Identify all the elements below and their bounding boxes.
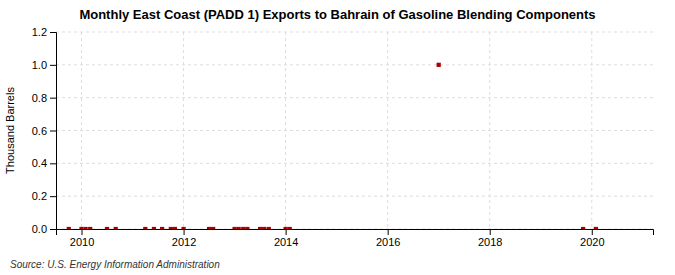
x-tick-mark (592, 229, 593, 235)
x-tick-mark (82, 229, 83, 235)
point (67, 227, 71, 229)
x-axis: 2010 2012 2014 2016 2018 2020 (57, 229, 654, 248)
x-tick: 2020 (580, 229, 604, 248)
y-tick-mark (50, 98, 56, 99)
grid-line-y (56, 64, 653, 65)
y-tick: 1.0 (32, 59, 56, 71)
grid-line-x (183, 32, 184, 229)
y-tick-mark (50, 229, 56, 230)
x-tick-mark (286, 229, 287, 235)
point (105, 227, 109, 229)
point (237, 227, 241, 229)
point (211, 227, 215, 229)
point (169, 227, 173, 229)
point (258, 227, 262, 229)
chart-svg: 2010 2012 2014 2016 2018 2020 0.0 0.2 0.4 0.6 0.8 1… (0, 0, 675, 275)
point (232, 227, 236, 229)
point (143, 227, 147, 229)
grid-line-x (489, 32, 490, 229)
x-tick: 2012 (172, 229, 196, 248)
x-tick: 2014 (274, 229, 298, 248)
y-tick: 0.4 (32, 157, 56, 169)
plot: 2010 2012 2014 2016 2018 2020 0.0 0.2 0.4 0.6 0.8 1… (32, 26, 654, 248)
x-tick-mark (388, 229, 389, 235)
grid-line-x (285, 32, 286, 229)
point (594, 227, 598, 229)
points (67, 63, 598, 229)
y-tick-label: 0.0 (32, 223, 47, 235)
x-tick: 2010 (70, 229, 94, 248)
grid-line-y (56, 163, 653, 164)
grid-line-x (81, 32, 82, 229)
y-tick-mark (50, 163, 56, 164)
y-axis-line (50, 33, 57, 230)
y-tick: 0.2 (32, 190, 56, 202)
point (241, 227, 245, 229)
point (88, 227, 92, 229)
point (207, 227, 211, 229)
point (83, 227, 87, 229)
source-note: Source: U.S. Energy Information Administ… (10, 259, 220, 270)
y-tick-label: 1.0 (32, 59, 47, 71)
point (283, 227, 287, 229)
point (79, 227, 83, 229)
x-axis-line (57, 230, 654, 236)
grid-line-y (56, 196, 653, 197)
y-tick-label: 1.2 (32, 26, 47, 38)
y-tick: 1.2 (32, 26, 56, 38)
y-tick-mark (50, 65, 56, 66)
grid-line-y (56, 130, 653, 131)
y-tick-label: 0.8 (32, 92, 47, 104)
point (181, 227, 185, 229)
point (114, 227, 118, 229)
point (173, 227, 177, 229)
y-tick-label: 0.4 (32, 157, 47, 169)
x-tick-label: 2020 (580, 236, 604, 248)
y-tick-label: 0.6 (32, 125, 47, 137)
y-tick-mark (50, 32, 56, 33)
x-tick-mark (490, 229, 491, 235)
chart-container: 2010 2012 2014 2016 2018 2020 0.0 0.2 0.4 0.6 0.8 1… (0, 0, 675, 275)
y-tick: 0.6 (32, 125, 56, 137)
grid-line-y (56, 97, 653, 98)
y-tick-label: 0.2 (32, 190, 47, 202)
point (245, 227, 249, 229)
x-tick-label: 2010 (70, 236, 94, 248)
x-tick-mark (184, 229, 185, 235)
grid-line-x (591, 32, 592, 229)
y-tick-mark (50, 196, 56, 197)
x-tick-label: 2012 (172, 236, 196, 248)
x-tick: 2016 (376, 229, 400, 248)
point (437, 63, 441, 67)
grid (56, 32, 653, 229)
y-axis-title: Thousand Barrels (4, 87, 16, 174)
point (267, 227, 271, 229)
point (288, 227, 292, 229)
x-tick: 2018 (478, 229, 502, 248)
y-tick: 0.8 (32, 92, 56, 104)
point (581, 227, 585, 229)
grid-line-y (56, 32, 653, 33)
y-axis: 0.0 0.2 0.4 0.6 0.8 1.0 1.2 (32, 26, 57, 235)
point (160, 227, 164, 229)
x-tick-label: 2014 (274, 236, 298, 248)
x-tick-label: 2016 (376, 236, 400, 248)
x-tick-label: 2018 (478, 236, 502, 248)
y-tick-mark (50, 131, 56, 132)
point (152, 227, 156, 229)
grid-line-x (387, 32, 388, 229)
title: Monthly East Coast (PADD 1) Exports to B… (79, 7, 595, 22)
y-tick: 0.0 (32, 223, 56, 235)
point (262, 227, 266, 229)
